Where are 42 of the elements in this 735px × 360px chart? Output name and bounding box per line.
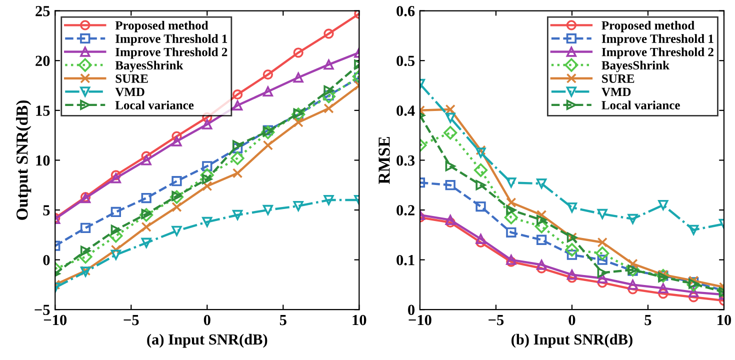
y-tick-label: 0.3 (396, 155, 415, 166)
y-tick-label: 5 (43, 205, 50, 216)
x-tick-label: −5 (488, 315, 504, 326)
x-tick-label: 5 (644, 315, 652, 326)
x-tick-label: −10 (408, 314, 432, 326)
x-axis-title: (b) Input SNR(dB) (512, 334, 632, 348)
y-tick-label: 0 (408, 304, 415, 316)
legend-label: VMD (115, 88, 144, 96)
y-tick-label: 20 (36, 56, 50, 66)
y-axis-title: RMSE (378, 136, 390, 184)
legend-label: VMD (602, 88, 631, 96)
legend-label: BayesShrink (115, 60, 184, 72)
legend-label: SURE (602, 74, 634, 83)
legend-label: BayesShrink (602, 60, 670, 72)
x-tick-label: −5 (124, 315, 139, 326)
legend-label: Improve Threshold 1 (602, 34, 714, 46)
x-tick-label: 0 (568, 314, 576, 326)
y-tick-label: 0.5 (396, 56, 415, 66)
legend-label: Proposed method (115, 20, 208, 32)
x-axis-title: (a) Input SNR(dB) (147, 334, 268, 348)
y-tick-label: 0.6 (396, 6, 415, 16)
x-tick-label: 10 (718, 314, 732, 326)
y-tick-label: 15 (36, 106, 50, 116)
y-tick-label: 10 (36, 155, 50, 166)
y-tick-label: −5 (34, 304, 50, 316)
y-tick-label: 0 (43, 254, 50, 266)
legend-label: Improve Threshold 2 (116, 47, 228, 59)
legend-label: Proposed method (602, 20, 694, 32)
legend-label: Local variance (602, 100, 680, 110)
y-tick-label: 0.2 (396, 205, 414, 216)
x-tick-label: −10 (44, 314, 67, 326)
x-tick-label: 0 (204, 314, 210, 326)
y-tick-label: 0.1 (396, 254, 414, 266)
x-tick-label: 10 (352, 314, 366, 326)
legend-label: Improve Threshold 1 (116, 34, 228, 46)
legend-label: SURE (116, 74, 148, 83)
y-axis-title: Output SNR(dB) (16, 100, 32, 220)
y-tick-label: 25 (36, 6, 50, 16)
y-tick-label: 0.4 (396, 106, 415, 116)
legend-label: Local variance (115, 100, 194, 110)
x-tick-label: 5 (280, 315, 286, 326)
legend-label: Improve Threshold 2 (602, 47, 714, 59)
